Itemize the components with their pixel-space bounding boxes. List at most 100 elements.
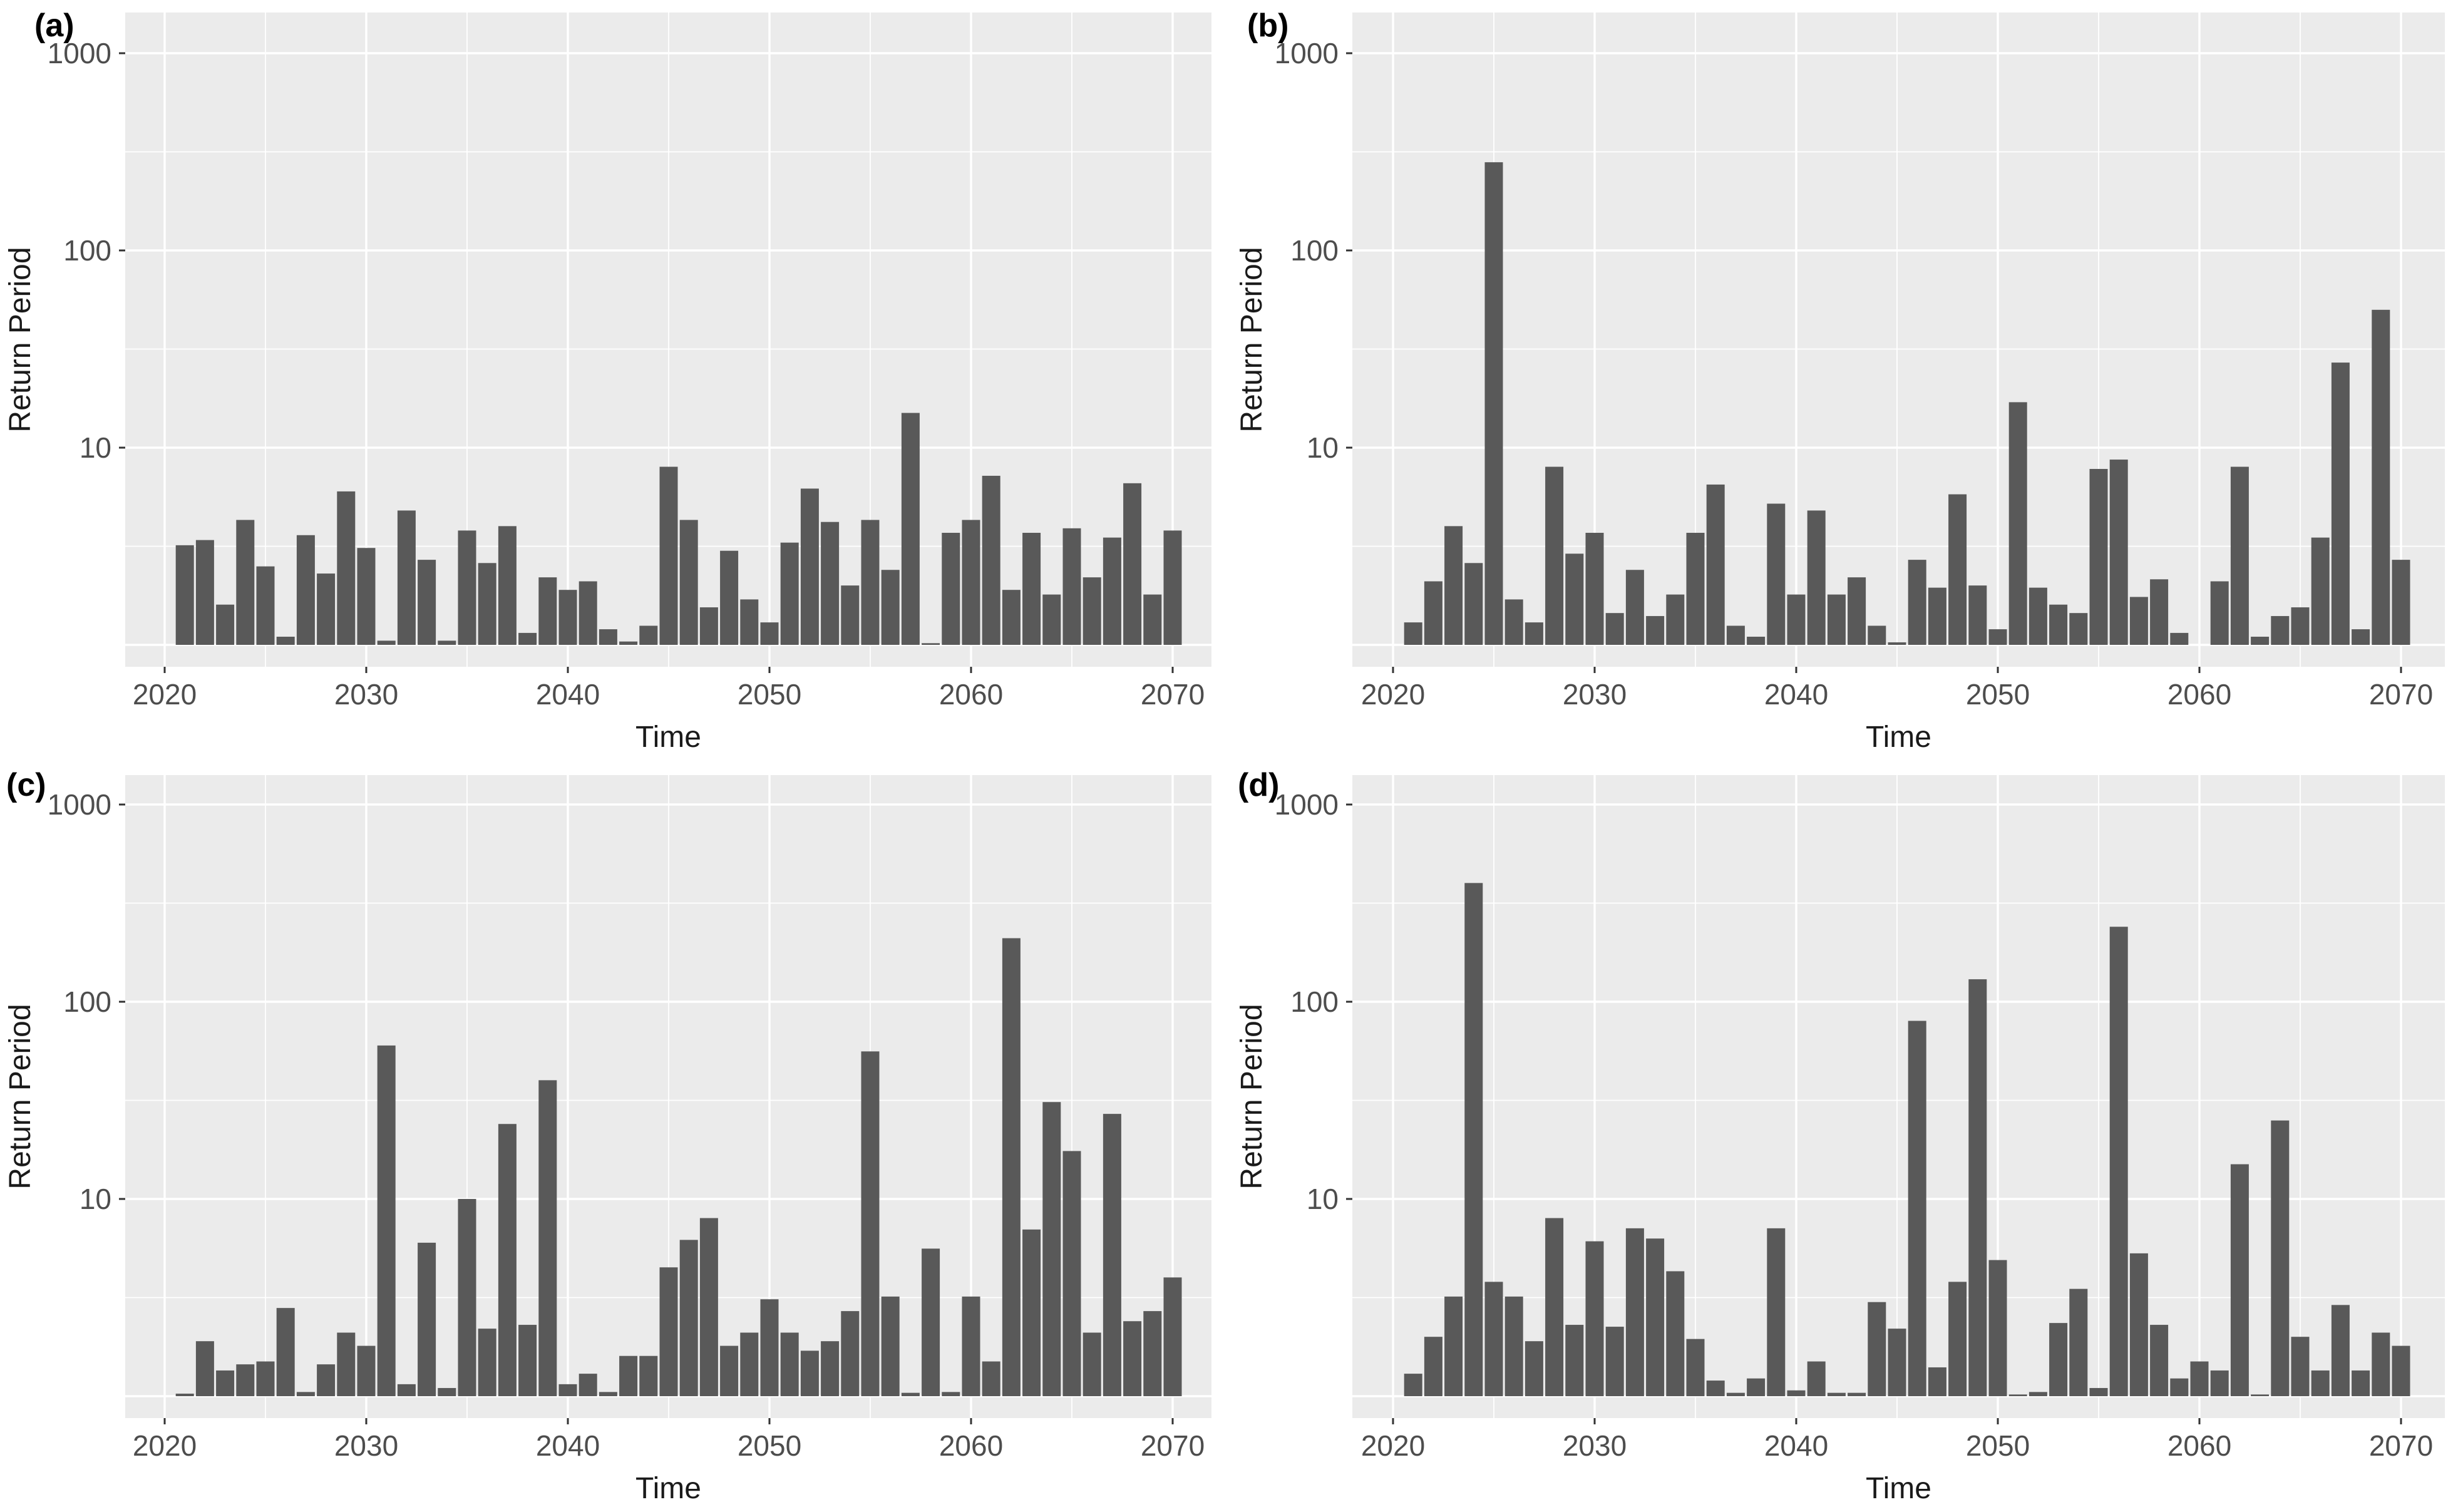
bar [841, 1311, 860, 1396]
y-tick-label: 10 [1307, 1183, 1339, 1215]
x-axis-title: Time [1866, 721, 1931, 754]
bar [982, 475, 1000, 645]
bar [1848, 577, 1866, 645]
bar [1002, 938, 1021, 1396]
x-tick-label: 2060 [939, 678, 1003, 711]
y-tick-label: 100 [63, 234, 111, 267]
bar [679, 1240, 698, 1396]
y-tick-label: 10 [80, 1183, 111, 1215]
bar [1747, 1378, 1766, 1396]
bar [1605, 613, 1624, 645]
bar [659, 1267, 678, 1396]
bar [498, 526, 517, 645]
bar [538, 577, 557, 645]
bar [1484, 162, 1503, 645]
bar [2311, 1370, 2330, 1396]
bar [2069, 1288, 2088, 1396]
bar [1424, 1337, 1442, 1396]
bar [1022, 1229, 1041, 1396]
bar [2190, 1361, 2209, 1396]
bar [558, 590, 577, 645]
bar [1565, 1325, 1584, 1396]
x-axis-title: Time [1866, 1472, 1931, 1505]
bar [881, 1296, 900, 1396]
bar [1988, 1260, 2007, 1396]
bar [800, 1350, 819, 1396]
panel-letter: (b) [1247, 8, 1288, 44]
bar [2150, 1325, 2169, 1396]
panel-letter: (a) [34, 8, 75, 44]
bar [458, 1199, 476, 1396]
x-tick-label: 2020 [1361, 1429, 1425, 1462]
bar [578, 1374, 597, 1396]
x-tick-label: 2040 [536, 1429, 600, 1462]
bar [760, 622, 779, 645]
bar [1123, 483, 1142, 645]
bar [962, 1296, 980, 1396]
bar [760, 1299, 779, 1396]
bar [881, 570, 900, 645]
bar [720, 1345, 739, 1396]
bar [2230, 466, 2249, 645]
bar [639, 625, 658, 645]
bar [1868, 625, 1886, 645]
bar [1545, 466, 1564, 645]
y-tick-label: 1000 [48, 37, 111, 69]
bar [175, 545, 194, 645]
bar [800, 488, 819, 645]
bar [1928, 1367, 1946, 1396]
bar [256, 1361, 275, 1396]
bar [962, 520, 980, 645]
bar [659, 466, 678, 645]
bar [1686, 1339, 1705, 1396]
bar [1747, 636, 1766, 645]
x-tick-label: 2070 [1141, 1429, 1205, 1462]
bar [337, 491, 356, 645]
panel-b: 2020 2030 2040 2050 2060 2070 10 100 1000 Time Ret… [1235, 8, 2445, 754]
bar [619, 1355, 638, 1396]
x-tick-label: 2050 [738, 678, 801, 711]
y-axis-title: Return Period [4, 247, 37, 432]
bar [861, 520, 880, 645]
panel-d: 2020 2030 2040 2050 2060 2070 10 100 1000 Time Ret… [1235, 767, 2445, 1505]
bar [2170, 1378, 2189, 1396]
bar [1908, 1021, 1926, 1396]
bar [901, 1392, 920, 1396]
bar [1062, 528, 1081, 645]
bar [2210, 1370, 2229, 1396]
bar [1908, 560, 1926, 645]
bar [1686, 533, 1705, 645]
plot-area [1352, 775, 2445, 1418]
bar [236, 1364, 255, 1396]
x-tick-label: 2060 [939, 1429, 1003, 1462]
bar [296, 1392, 315, 1396]
bar [1646, 1238, 1665, 1396]
bar [821, 522, 840, 645]
bar [2069, 613, 2088, 645]
bar [397, 510, 416, 645]
bar [1163, 1277, 1182, 1396]
bar [2251, 636, 2270, 645]
bar [2089, 468, 2108, 645]
bar [1565, 553, 1584, 645]
bar [2372, 309, 2390, 645]
bar [1042, 594, 1061, 645]
x-tick-label: 2050 [738, 1429, 801, 1462]
bar [1585, 1241, 1604, 1396]
bar [2311, 537, 2330, 645]
bar [518, 632, 537, 645]
bar [1666, 594, 1685, 645]
bar [2291, 607, 2310, 645]
y-axis-title: Return Period [1235, 247, 1268, 432]
bar [478, 563, 496, 645]
bar [1464, 883, 1483, 1396]
bar [2230, 1164, 2249, 1396]
bar [1767, 1228, 1786, 1396]
bar [901, 413, 920, 645]
panel-c: 2020 2030 2040 2050 2060 2070 10 100 1000 Time Ret… [4, 767, 1211, 1505]
bar [377, 640, 396, 645]
bar [1103, 1114, 1121, 1396]
bar [1968, 979, 1987, 1396]
bar [1525, 1341, 1543, 1396]
